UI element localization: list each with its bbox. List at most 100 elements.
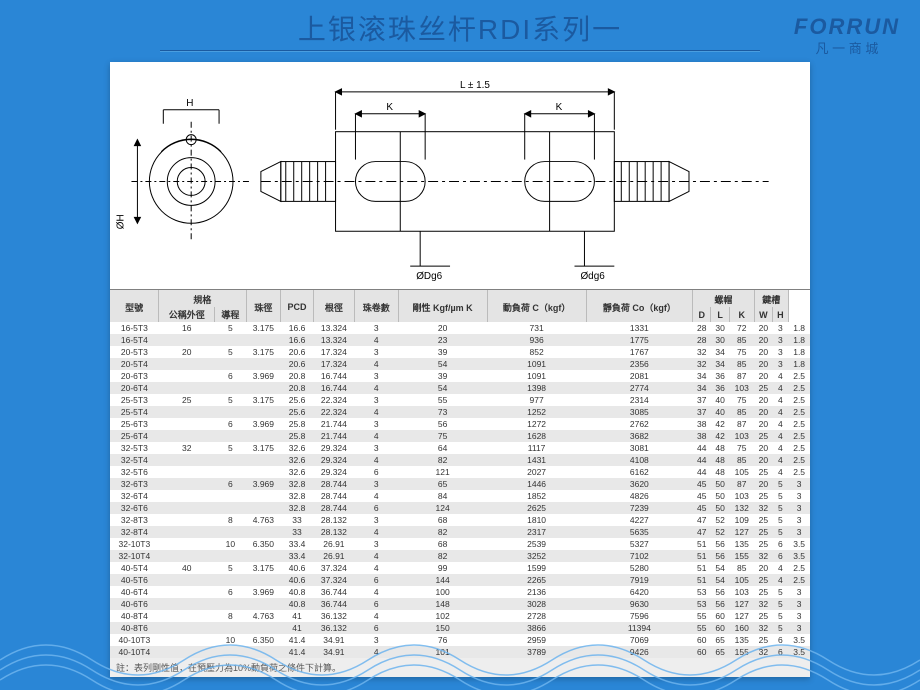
table-cell [159, 358, 215, 370]
table-cell: 55 [398, 394, 487, 406]
table-cell: 1272 [487, 418, 586, 430]
table-cell: 30 [711, 334, 729, 346]
table-row: 16-5T31653.17516.613.3243207311331283072… [110, 322, 810, 334]
table-cell: 1810 [487, 514, 586, 526]
table-cell [246, 622, 281, 634]
table-cell [215, 358, 246, 370]
table-cell: 3682 [586, 430, 693, 442]
table-cell [159, 466, 215, 478]
table-cell: 3 [354, 370, 398, 382]
table-cell [159, 634, 215, 646]
table-cell: 3085 [586, 406, 693, 418]
table-cell: 28.744 [313, 502, 354, 514]
table-cell: 34 [711, 358, 729, 370]
table-cell: 75 [729, 442, 754, 454]
table-head: 型號規格珠徑PCD根徑珠卷數剛性 Kgf/µm K動負荷 C（kgf）靜負荷 C… [110, 290, 810, 322]
table-cell: 5 [773, 598, 789, 610]
table-cell: 1.8 [788, 322, 810, 334]
table-cell: 5327 [586, 538, 693, 550]
table-cell: 3.969 [246, 478, 281, 490]
table-cell: 150 [398, 622, 487, 634]
table-cell: 39 [398, 370, 487, 382]
table-cell: 82 [398, 526, 487, 538]
table-cell: 1446 [487, 478, 586, 490]
table-cell: 1398 [487, 382, 586, 394]
table-cell: 1091 [487, 370, 586, 382]
table-cell: 32 [159, 442, 215, 454]
table-cell: 20.6 [281, 358, 314, 370]
table-cell: 2.5 [788, 466, 810, 478]
table-cell: 4 [773, 562, 789, 574]
table-cell: 109 [729, 514, 754, 526]
table-cell: 56 [711, 550, 729, 562]
table-cell: 3 [788, 526, 810, 538]
table-cell: 50 [711, 490, 729, 502]
table-cell: 32.8 [281, 478, 314, 490]
table-cell: 127 [729, 610, 754, 622]
table-cell: 20 [754, 394, 772, 406]
table-cell: 53 [693, 586, 711, 598]
table-cell: 20 [159, 346, 215, 358]
table-cell: 7069 [586, 634, 693, 646]
table-row: 32-10T433.426.914823252710251561553263.5 [110, 550, 810, 562]
col-header: 導程 [215, 307, 246, 322]
table-cell: 121 [398, 466, 487, 478]
table-cell: 32-10T3 [110, 538, 159, 550]
table-cell: 65 [711, 646, 729, 658]
table-cell: 37 [693, 406, 711, 418]
table-cell: 48 [711, 442, 729, 454]
table-cell: 6 [773, 550, 789, 562]
table-cell: 5 [773, 514, 789, 526]
table-cell: 48 [711, 466, 729, 478]
table-cell: 3 [354, 538, 398, 550]
table-cell: 2356 [586, 358, 693, 370]
table-cell: 20 [754, 562, 772, 574]
col-header: 靜負荷 Co（kgf） [586, 290, 693, 322]
table-cell: 155 [729, 550, 754, 562]
table-cell: 3 [788, 598, 810, 610]
table-cell: 40-8T6 [110, 622, 159, 634]
table-cell: 3 [354, 634, 398, 646]
table-cell: 7919 [586, 574, 693, 586]
table-cell [159, 382, 215, 394]
table-body: 16-5T31653.17516.613.3243207311331283072… [110, 322, 810, 658]
table-cell: 5 [215, 562, 246, 574]
table-cell: 7239 [586, 502, 693, 514]
table-cell: 56 [711, 598, 729, 610]
table-cell: 60 [693, 646, 711, 658]
table-cell: 28 [693, 322, 711, 334]
table-cell: 32-5T6 [110, 466, 159, 478]
table-cell: 5635 [586, 526, 693, 538]
table-cell: 4 [354, 406, 398, 418]
table-cell [159, 478, 215, 490]
table-cell: 33.4 [281, 550, 314, 562]
table-cell: 38 [693, 418, 711, 430]
table-cell: 5 [215, 346, 246, 358]
col-header: H [773, 307, 789, 322]
table-cell: 25-6T4 [110, 430, 159, 442]
table-cell: 3252 [487, 550, 586, 562]
table-cell: 103 [729, 430, 754, 442]
table-cell: 29.324 [313, 442, 354, 454]
brand-logo: FORRUN 凡 一 商 城 [794, 14, 900, 57]
table-cell: 40.6 [281, 574, 314, 586]
table-cell: 4 [773, 418, 789, 430]
table-cell: 6 [773, 634, 789, 646]
table-cell: 3.969 [246, 370, 281, 382]
table-cell: 40.8 [281, 586, 314, 598]
table-cell: 9426 [586, 646, 693, 658]
table-row: 20-6T420.816.7444541398277434361032542.5 [110, 382, 810, 394]
table-cell: 16.6 [281, 334, 314, 346]
table-cell: 2.5 [788, 574, 810, 586]
table-cell: 2317 [487, 526, 586, 538]
table-cell: 3.175 [246, 394, 281, 406]
table-cell: 20.6 [281, 346, 314, 358]
table-cell: 2.5 [788, 370, 810, 382]
table-cell: 7102 [586, 550, 693, 562]
table-cell: 3.5 [788, 646, 810, 658]
table-cell: 32 [693, 346, 711, 358]
table-cell [246, 598, 281, 610]
table-cell: 4 [354, 382, 398, 394]
table-cell: 1431 [487, 454, 586, 466]
table-cell: 54 [398, 382, 487, 394]
